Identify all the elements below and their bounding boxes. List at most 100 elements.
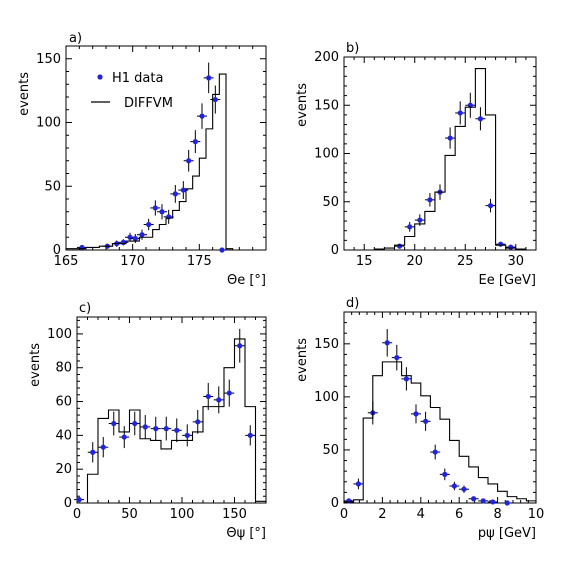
data-point — [226, 390, 232, 396]
x-tick-label: 15 — [356, 254, 373, 269]
data-point — [504, 500, 510, 506]
y-tick-label: 0 — [64, 496, 72, 511]
data-point — [427, 197, 433, 203]
panel-label: b) — [346, 41, 359, 56]
x-tick-label: 4 — [417, 507, 425, 522]
x-tick-label: 50 — [121, 507, 138, 522]
data-point — [142, 424, 148, 430]
data-point — [413, 411, 419, 417]
data-point — [477, 116, 484, 122]
data-point — [403, 376, 409, 382]
data-point — [159, 209, 165, 215]
data-point — [432, 449, 438, 455]
data-point — [192, 139, 198, 145]
data-point — [152, 205, 158, 211]
x-tick-label: 20 — [406, 254, 423, 269]
data-point — [237, 343, 243, 349]
histogram-diffvm — [65, 73, 240, 251]
y-tick-label: 100 — [314, 390, 339, 405]
data-point — [219, 247, 225, 253]
data-point — [132, 235, 138, 242]
data-point — [153, 426, 159, 432]
panel-a: 165 170 175 0 50 100 150 a) events Θe [°] H1 data D… — [17, 31, 267, 288]
data-point — [174, 427, 180, 433]
x-tick-label: 30 — [508, 254, 525, 269]
histogram-diffvm — [77, 338, 267, 504]
data-point — [467, 102, 473, 108]
data-point — [199, 113, 205, 119]
x-tick-label: 100 — [170, 507, 195, 522]
data-point — [417, 217, 423, 223]
data-point — [90, 449, 96, 455]
x-tick-label: 175 — [187, 254, 212, 269]
data-point — [186, 158, 192, 164]
y-tick-label: 80 — [55, 361, 72, 376]
data-point — [111, 420, 117, 427]
data-point — [212, 96, 218, 103]
y-tick-label: 200 — [314, 50, 339, 65]
x-axis-label: Ee [GeV] — [479, 273, 536, 288]
y-tick-label: 100 — [314, 147, 339, 162]
plot-frame — [343, 56, 537, 251]
y-tick-label: 50 — [322, 195, 339, 210]
data-point — [346, 498, 352, 504]
y-tick-label: 150 — [314, 98, 339, 113]
y-tick-label: 40 — [55, 428, 72, 443]
x-axis-label: Θe [°] — [227, 273, 266, 288]
x-tick-label: 10 — [528, 507, 545, 522]
data-point — [423, 418, 429, 424]
histogram-diffvm — [344, 68, 536, 251]
data-point — [451, 483, 457, 489]
y-axis-label: events — [17, 72, 32, 116]
x-tick-label: 0 — [73, 507, 81, 522]
data-point — [206, 75, 212, 81]
y-tick-label: 150 — [36, 52, 61, 67]
data-point — [184, 432, 190, 438]
y-tick-label: 0 — [331, 496, 339, 511]
data-point — [247, 432, 253, 438]
legend-marker-h1-data — [97, 74, 103, 80]
legend: H1 data DIFFVM — [91, 71, 173, 111]
panel-label: c) — [79, 301, 91, 316]
x-tick-label: 170 — [120, 254, 145, 269]
y-tick-label: 100 — [36, 116, 61, 131]
data-point — [457, 110, 463, 116]
data-point — [442, 471, 448, 477]
x-tick-label: 8 — [493, 507, 501, 522]
data-point — [355, 481, 361, 487]
data-point — [508, 244, 514, 250]
data-point — [471, 496, 477, 502]
data-point — [127, 234, 133, 240]
y-tick-label: 100 — [47, 327, 72, 342]
y-tick-label: 50 — [322, 443, 339, 458]
data-point — [480, 498, 486, 504]
y-tick-label: 60 — [55, 395, 72, 410]
x-tick-label: 2 — [378, 507, 386, 522]
data-point — [461, 486, 467, 492]
data-point — [487, 203, 494, 209]
x-axis-label: pψ [GeV] — [478, 526, 536, 541]
data-point — [139, 232, 145, 238]
y-tick-label: 150 — [314, 337, 339, 352]
x-tick-label: 25 — [457, 254, 474, 269]
y-tick-label: 0 — [53, 243, 61, 258]
data-point — [205, 393, 211, 400]
data-point — [100, 444, 106, 450]
panel-b: 15 20 25 30 0 50 100 150 200 b) events Ee [GeV] — [295, 41, 537, 288]
x-tick-label: 165 — [54, 254, 79, 269]
panel-label: d) — [346, 296, 359, 311]
data-point — [76, 497, 82, 503]
data-point — [132, 420, 138, 427]
y-tick-label: 50 — [44, 179, 61, 194]
data-point — [396, 243, 403, 249]
x-tick-label: 6 — [455, 507, 463, 522]
y-axis-label: events — [28, 343, 43, 387]
data-point — [172, 191, 178, 197]
data-point — [121, 434, 127, 440]
data-point — [163, 426, 169, 432]
data-point — [394, 355, 400, 361]
data-point — [498, 241, 504, 247]
data-point — [195, 419, 201, 425]
data-point — [490, 499, 496, 505]
